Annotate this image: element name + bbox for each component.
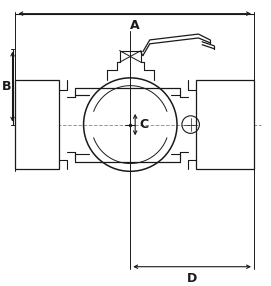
Polygon shape	[143, 34, 210, 55]
Text: C: C	[139, 118, 148, 131]
Bar	[195, 80, 254, 169]
Text: A: A	[130, 19, 140, 33]
Bar	[15, 80, 59, 169]
Text: B: B	[2, 80, 12, 93]
Text: D: D	[187, 272, 197, 285]
